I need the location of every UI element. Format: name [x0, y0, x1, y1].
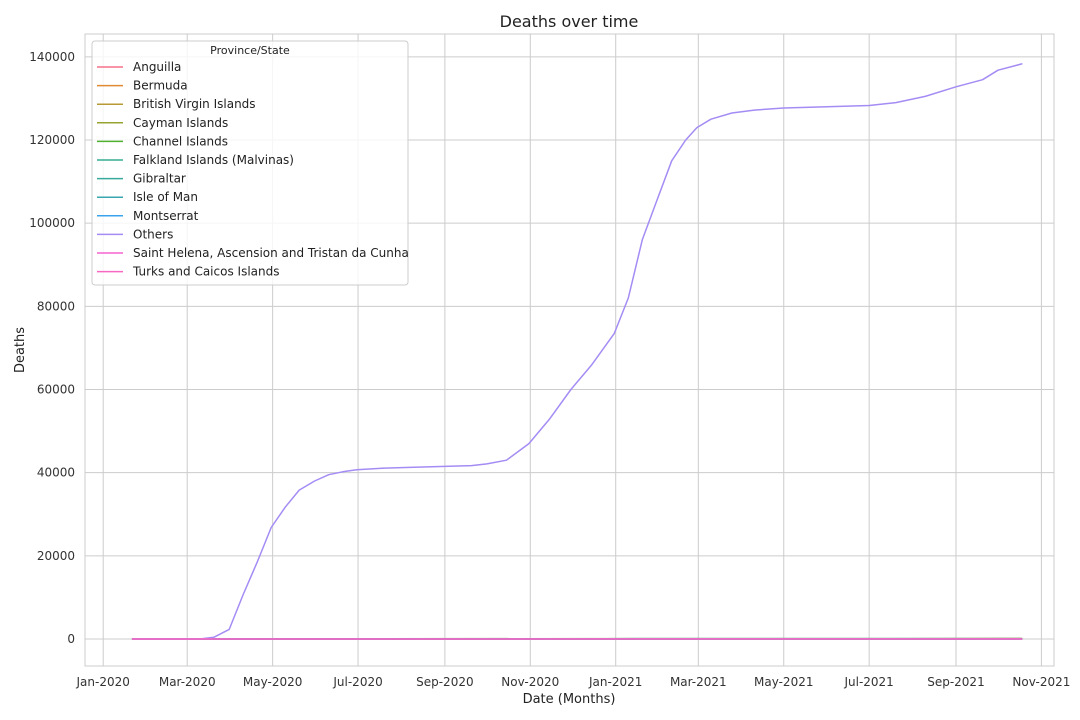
x-tick-label: Jan-2020	[76, 675, 130, 689]
x-tick-label: Sep-2020	[416, 675, 474, 689]
y-tick-label: 120000	[29, 133, 75, 147]
y-tick-label: 140000	[29, 50, 75, 64]
legend-label: Others	[133, 227, 173, 241]
legend-items: Anguilla Bermuda British Virgin Islands Cay…	[97, 60, 409, 279]
x-tick-label: Jan-2021	[588, 675, 642, 689]
legend-label: Isle of Man	[133, 190, 198, 204]
legend-label: Cayman Islands	[133, 116, 228, 130]
chart-title: Deaths over time	[500, 12, 639, 31]
y-tick-label: 100000	[29, 216, 75, 230]
legend-label: Turks and Caicos Islands	[132, 265, 279, 279]
legend-label: Falkland Islands (Malvinas)	[133, 153, 294, 167]
series-line	[131, 63, 1023, 640]
y-tick-label: 0	[67, 632, 75, 646]
x-tick-label: Mar-2020	[159, 675, 216, 689]
x-tick-label: Jul-2021	[843, 675, 893, 689]
y-tick-labels: 0 20000 40000 60000 80000 100000 120000 140000	[29, 50, 75, 646]
legend-label: Saint Helena, Ascension and Tristan da C…	[133, 246, 409, 260]
y-tick-label: 80000	[37, 299, 75, 313]
legend: Province/State Anguilla Bermuda British Vi…	[91, 40, 409, 286]
y-tick-label: 20000	[37, 549, 75, 563]
x-tick-label: May-2021	[754, 675, 813, 689]
y-axis-title: Deaths	[13, 327, 28, 373]
legend-label: Montserrat	[133, 209, 199, 223]
y-tick-label: 60000	[37, 383, 75, 397]
legend-label: Bermuda	[133, 79, 188, 93]
x-tick-label: Nov-2020	[501, 675, 559, 689]
series-layer	[131, 63, 1023, 640]
legend-label: Gibraltar	[133, 172, 186, 186]
x-tick-label: Jul-2020	[332, 675, 382, 689]
legend-frame	[91, 40, 409, 286]
plot-frame	[84, 33, 1055, 667]
legend-label: British Virgin Islands	[133, 97, 256, 111]
x-tick-label: Nov-2021	[1012, 675, 1070, 689]
y-tick-label: 40000	[37, 466, 75, 480]
legend-label: Channel Islands	[133, 134, 228, 148]
x-tick-label: Sep-2021	[927, 675, 985, 689]
legend-title: Province/State	[210, 44, 290, 57]
x-tick-label: May-2020	[243, 675, 302, 689]
x-tick-labels: Jan-2020 Mar-2020 May-2020 Jul-2020 Sep-2020…	[76, 675, 1071, 689]
x-tick-label: Mar-2021	[670, 675, 727, 689]
x-axis-title: Date (Months)	[523, 692, 616, 707]
grid	[85, 34, 1054, 666]
legend-label: Anguilla	[133, 60, 181, 74]
